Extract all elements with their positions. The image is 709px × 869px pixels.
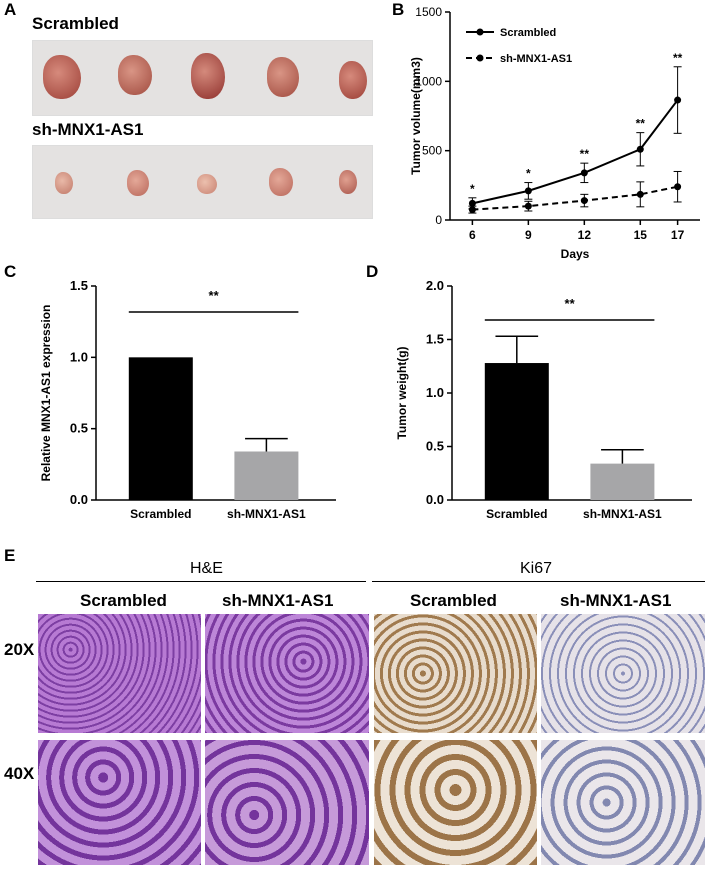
y-axis-label: Tumor volume(mm3) xyxy=(409,57,423,175)
tumor xyxy=(191,53,225,99)
y-tick-label: 2.0 xyxy=(426,278,444,293)
stain-header-ki67: Ki67 xyxy=(520,560,553,577)
data-point xyxy=(524,187,532,195)
panel-a-letter: A xyxy=(4,0,17,19)
y-tick-label: 0 xyxy=(435,213,442,227)
data-point xyxy=(636,190,644,198)
legend-label: Scrambled xyxy=(500,27,556,39)
he-scrambled-20x-image xyxy=(38,614,201,733)
tumor xyxy=(267,57,299,97)
col-label: sh-MNX1-AS1 xyxy=(222,591,334,610)
ki67-scrambled-20x-image xyxy=(374,614,537,733)
data-point xyxy=(674,183,682,191)
panel-a-group2-label: sh-MNX1-AS1 xyxy=(32,120,144,139)
stain-header-he: H&E xyxy=(190,560,223,577)
y-tick-label: 1.5 xyxy=(70,278,88,293)
y-axis-label: Relative MNX1-AS1 expression xyxy=(39,305,53,482)
data-point xyxy=(580,169,588,177)
he-sh-20x-image xyxy=(205,614,369,733)
panel-b-letter: B xyxy=(392,0,405,19)
stain-divider xyxy=(36,581,366,582)
significance-mark: ** xyxy=(673,51,683,65)
y-axis-label: Tumor weight(g) xyxy=(395,346,409,439)
bar xyxy=(484,363,549,500)
legend-marker xyxy=(476,28,484,36)
row-label: 20X xyxy=(4,640,35,659)
significance-mark: * xyxy=(526,167,531,181)
col-label: sh-MNX1-AS1 xyxy=(560,591,672,610)
y-tick-label: 0.5 xyxy=(70,421,88,436)
tumor xyxy=(55,172,73,194)
significance-mark: ** xyxy=(565,296,576,311)
y-tick-label: 500 xyxy=(422,144,442,158)
series-line xyxy=(472,99,679,205)
y-tick-label: 0.0 xyxy=(70,492,88,507)
x-tick-label: Scrambled xyxy=(486,507,547,521)
ki67-scrambled-40x-image xyxy=(374,740,537,865)
significance-mark: ** xyxy=(636,117,646,131)
tumor xyxy=(197,174,217,194)
data-point xyxy=(636,145,644,153)
panel-c-letter: C xyxy=(4,262,17,281)
tumor-volume-chart: 0 500 1000 1500 6 9 12 15 17 Days Tumor volume(mm3… xyxy=(409,5,700,261)
x-tick-label: 17 xyxy=(671,228,685,242)
bar xyxy=(128,357,193,500)
data-point xyxy=(580,197,588,205)
bar xyxy=(590,463,655,500)
series-line xyxy=(472,185,678,211)
relative-expression-chart: 0.0 0.5 1.0 1.5 Relative MNX1-AS1 expression… xyxy=(39,278,336,521)
sh-tumor-photo xyxy=(32,145,373,219)
data-point xyxy=(524,202,532,210)
data-point xyxy=(468,206,476,214)
he-sh-40x-image xyxy=(205,740,369,865)
stain-divider xyxy=(372,581,705,582)
tumor xyxy=(118,55,152,95)
data-point xyxy=(674,96,682,104)
y-tick-label: 1500 xyxy=(415,5,442,19)
row-label: 40X xyxy=(4,764,35,783)
legend-marker xyxy=(476,54,484,62)
x-tick-label: 15 xyxy=(634,228,648,242)
y-tick-label: 1000 xyxy=(415,74,442,88)
tumor xyxy=(269,168,293,196)
panel-e-letter: E xyxy=(4,546,16,565)
significance-mark: ** xyxy=(580,147,590,161)
tumor-weight-chart: 0.0 0.5 1.0 1.5 2.0 Tumor weight(g) Scrambled s… xyxy=(395,278,692,521)
y-tick-label: 0.5 xyxy=(426,439,444,454)
ki67-sh-40x-image xyxy=(541,740,705,865)
scrambled-tumor-photo xyxy=(32,40,373,116)
col-label: Scrambled xyxy=(410,591,497,610)
x-axis-label: Days xyxy=(561,247,590,261)
legend-label: sh-MNX1-AS1 xyxy=(500,53,572,65)
x-tick-label: sh-MNX1-AS1 xyxy=(227,507,306,521)
x-tick-label: 6 xyxy=(469,228,476,242)
x-tick-label: Scrambled xyxy=(130,507,191,521)
y-tick-label: 1.5 xyxy=(426,332,444,347)
x-tick-label: 9 xyxy=(525,228,532,242)
tumor xyxy=(339,170,357,194)
he-scrambled-40x-image xyxy=(38,740,201,865)
ki67-sh-20x-image xyxy=(541,614,705,733)
bar xyxy=(234,451,299,500)
y-tick-label: 0.0 xyxy=(426,492,444,507)
x-tick-label: sh-MNX1-AS1 xyxy=(583,507,662,521)
significance-mark: ** xyxy=(209,288,220,303)
y-tick-label: 1.0 xyxy=(70,349,88,364)
tumor xyxy=(43,55,81,99)
significance-mark: * xyxy=(470,182,475,196)
col-label: Scrambled xyxy=(80,591,167,610)
x-tick-label: 12 xyxy=(578,228,592,242)
tumor xyxy=(127,170,149,196)
tumor xyxy=(339,61,367,99)
y-tick-label: 1.0 xyxy=(426,385,444,400)
panel-d-letter: D xyxy=(366,262,379,281)
panel-a-group1-label: Scrambled xyxy=(32,14,119,33)
data-point xyxy=(468,199,476,207)
